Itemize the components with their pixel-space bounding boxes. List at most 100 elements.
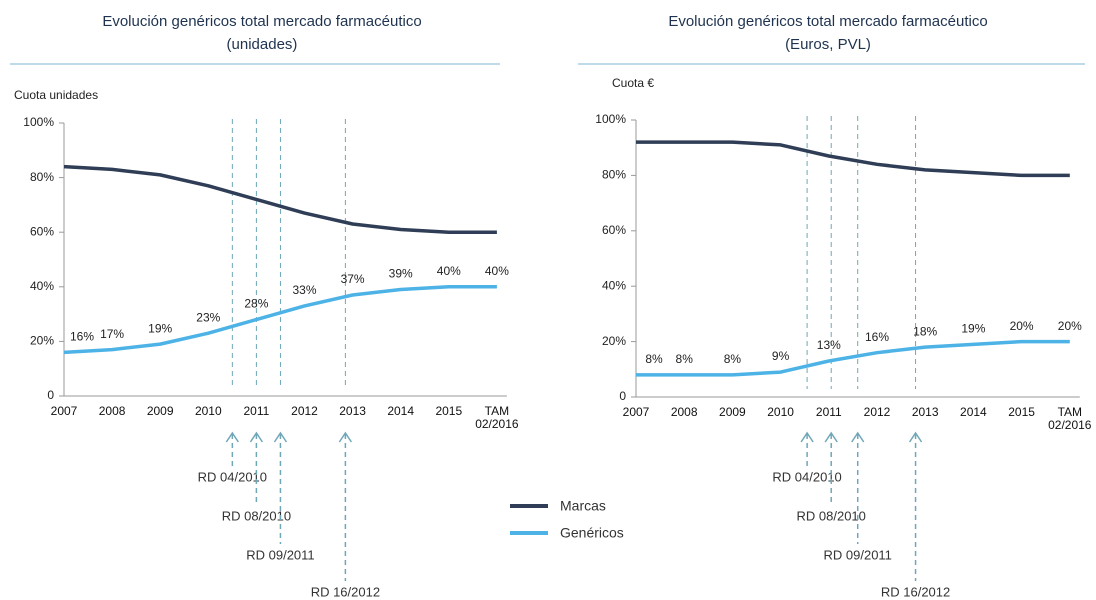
data-label: 16% <box>865 330 889 344</box>
x-tick-label-box: 2012 <box>291 405 318 418</box>
x-tick-label-box: 2011 <box>243 405 270 418</box>
x-tick-label-box: 2010 <box>194 405 222 418</box>
x-tick-label-box: 2015 <box>1008 406 1035 419</box>
data-label: 13% <box>817 338 841 352</box>
series-line <box>63 285 497 355</box>
annotation-label: RD 09/2011 <box>246 547 314 562</box>
x-tick-label: 2014 <box>960 406 987 419</box>
data-label: 9% <box>772 349 790 363</box>
data-label: 28% <box>244 297 268 311</box>
annotation-arrow-head <box>851 431 865 443</box>
legend-label: Marcas <box>560 498 606 514</box>
legend-label: Genéricos <box>560 525 624 541</box>
chart-title: Evolución genéricos total mercado farmac… <box>668 13 987 30</box>
x-tick-label: 2008 <box>670 406 698 419</box>
data-label: 20% <box>1010 319 1034 333</box>
annotation-label: RD 16/2012 <box>881 584 950 599</box>
data-label: 8% <box>724 352 742 366</box>
annotation-arrow-head <box>800 431 814 443</box>
x-tick-label: 2012 <box>863 406 891 419</box>
data-label: 18% <box>913 324 937 338</box>
data-label: 8% <box>676 352 694 366</box>
data-label: 33% <box>292 283 316 297</box>
x-tick-label: 2015 <box>435 405 463 418</box>
annotation-arrow-head <box>273 431 288 443</box>
annotation-label: RD 08/2010 <box>222 508 291 523</box>
data-label: 19% <box>961 322 985 336</box>
x-tick-label: 2014 <box>387 405 415 418</box>
x-tick-label: 2011 <box>815 406 842 419</box>
x-tick-label: 2010 <box>194 405 222 418</box>
series-line <box>63 164 497 234</box>
x-tick-label: 2009 <box>146 405 174 418</box>
x-tick-label: 2007 <box>50 405 78 418</box>
data-label: 19% <box>148 321 172 335</box>
x-tick-label-box: 2015 <box>435 405 463 418</box>
x-tick-label-box: TAM 02/2016 <box>475 405 519 431</box>
x-tick-label-box: 2013 <box>339 405 366 418</box>
annotation-label: RD 08/2010 <box>797 508 866 523</box>
x-tick-label: 2013 <box>339 405 366 418</box>
data-label: 37% <box>341 272 365 286</box>
x-tick-label-box: 2008 <box>670 406 698 419</box>
y-tick-label: 20% <box>602 334 626 348</box>
data-label: 40% <box>485 264 509 278</box>
y-tick-label: 40% <box>602 278 626 292</box>
y-tick-label: 0 <box>47 388 54 402</box>
series-line <box>636 339 1070 377</box>
annotation-arrow-head <box>249 431 264 443</box>
y-tick-label: 40% <box>30 279 54 293</box>
annotation-arrow-head <box>908 431 923 443</box>
x-tick-label: 2012 <box>291 405 318 418</box>
x-tick-label-box: 2009 <box>719 406 746 419</box>
data-label: 40% <box>437 264 461 278</box>
x-tick-label: 2011 <box>243 405 270 418</box>
x-tick-label: TAM 02/2016 <box>475 405 519 431</box>
annotation-label: RD 09/2011 <box>824 547 892 562</box>
x-tick-label: TAM 02/2016 <box>1048 406 1092 432</box>
x-tick-label: 2008 <box>98 405 126 418</box>
x-tick-label-box: 2008 <box>98 405 126 418</box>
x-tick-label: 2013 <box>911 406 939 419</box>
data-label: 20% <box>1058 319 1082 333</box>
x-tick-label-box: 2010 <box>767 406 794 419</box>
data-label: 39% <box>389 267 413 281</box>
y-tick-label: 80% <box>602 168 626 182</box>
annotation-arrow-head <box>338 431 353 443</box>
x-tick-label: 2010 <box>767 406 794 419</box>
x-tick-label: 2007 <box>622 406 650 419</box>
data-label: 16% <box>70 329 94 343</box>
x-tick-label: 2015 <box>1008 406 1035 419</box>
y-tick-label: 0 <box>619 389 626 403</box>
y-tick-label: 100% <box>595 112 626 126</box>
x-tick-label: 2009 <box>719 406 746 419</box>
x-tick-label-box: 2011 <box>815 406 842 419</box>
annotation-label: RD 16/2012 <box>311 584 380 599</box>
y-tick-label: 80% <box>30 170 54 184</box>
y-tick-label: 60% <box>30 224 54 238</box>
x-tick-label-box: 2014 <box>387 405 415 418</box>
data-label: 23% <box>196 310 220 324</box>
y-axis-label: Cuota unidades <box>14 88 98 102</box>
annotation-label: RD 04/2010 <box>772 469 841 484</box>
chart-title: Evolución genéricos total mercado farmac… <box>102 13 421 30</box>
x-tick-label-box: 2007 <box>50 405 78 418</box>
y-axis-label: Cuota € <box>612 76 654 90</box>
y-tick-label: 100% <box>23 115 54 129</box>
legend: Marcas Genéricos <box>510 498 624 541</box>
y-tick-label: 60% <box>602 223 626 237</box>
data-label: 17% <box>100 327 124 341</box>
chart-subtitle: (unidades) <box>227 36 298 53</box>
data-label: 8% <box>645 352 663 366</box>
series-line <box>636 140 1070 178</box>
x-tick-label-box: 2009 <box>146 405 174 418</box>
annotation-arrow-head <box>824 431 838 443</box>
x-tick-label-box: 2012 <box>863 406 891 419</box>
x-tick-label-box: 2014 <box>960 406 987 419</box>
chart-subtitle: (Euros, PVL) <box>785 36 871 53</box>
annotation-label: RD 04/2010 <box>198 469 267 484</box>
x-tick-label-box: 2013 <box>911 406 939 419</box>
x-tick-label-box: 2007 <box>622 406 650 419</box>
y-tick-label: 20% <box>30 334 54 348</box>
